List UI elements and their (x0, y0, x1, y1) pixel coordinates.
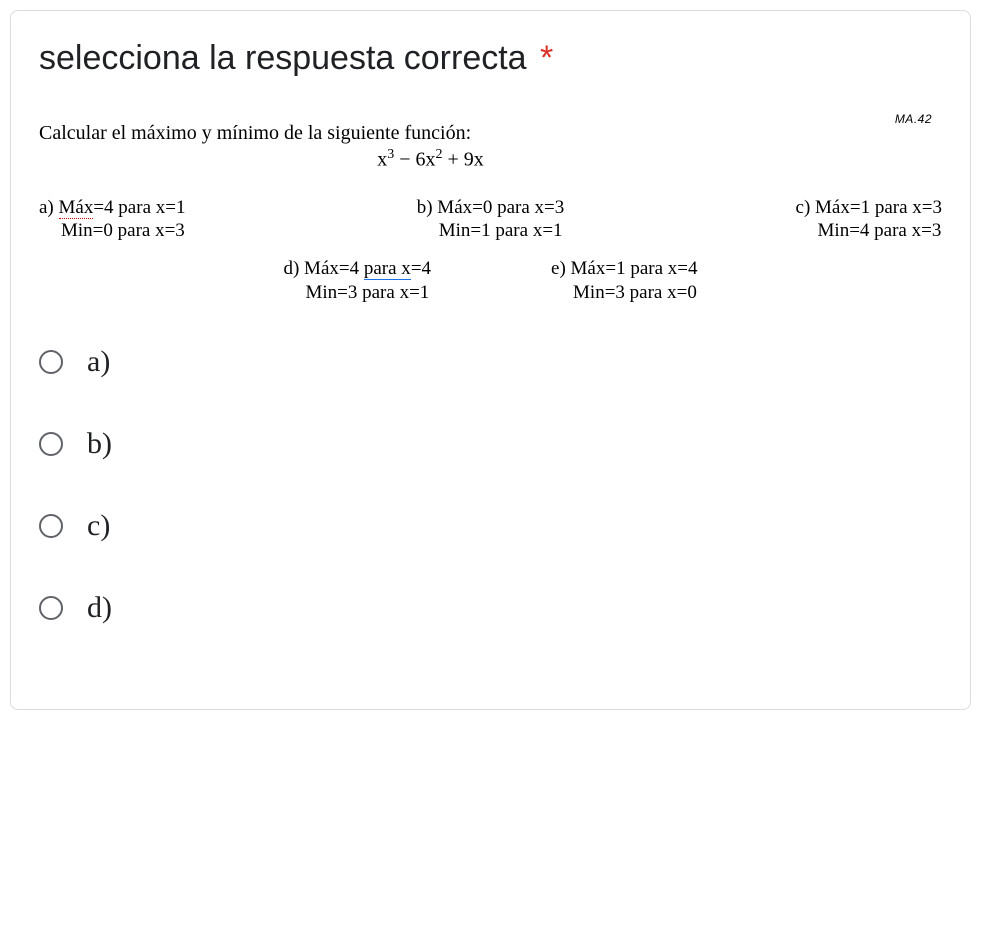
image-option-c: c) Máx=1 para x=3 Min=4 para x=3 (796, 196, 942, 244)
image-option-c-line1: c) Máx=1 para x=3 (796, 197, 942, 218)
problem-statement: Calcular el máximo y mínimo de la siguie… (39, 122, 942, 145)
image-option-b-line1: b) Máx=0 para x=3 (417, 197, 565, 218)
image-option-a: a) Máx=4 para x=1 Min=0 para x=3 (39, 196, 185, 244)
image-option-a-line2: Min=0 para x=3 (39, 219, 185, 243)
image-option-b: b) Máx=0 para x=3 Min=1 para x=1 (417, 196, 565, 244)
question-title-text: selecciona la respuesta correcta (39, 39, 527, 77)
radio-option-b[interactable]: b) (39, 427, 942, 461)
radio-group: a) b) c) d) (39, 345, 942, 625)
image-option-a-line1: a) Máx=4 para x=1 (39, 197, 185, 219)
radio-circle-icon (39, 514, 63, 538)
radio-option-c[interactable]: c) (39, 509, 942, 543)
radio-label-b: b) (87, 427, 112, 461)
radio-option-d[interactable]: d) (39, 591, 942, 625)
radio-label-d: d) (87, 591, 112, 625)
question-card: selecciona la respuesta correcta * MA.42… (10, 10, 971, 710)
watermark-text: MA.42 (895, 112, 932, 126)
radio-circle-icon (39, 350, 63, 374)
radio-option-a[interactable]: a) (39, 345, 942, 379)
required-asterisk: * (540, 39, 553, 77)
image-option-b-line2: Min=1 para x=1 (417, 219, 565, 243)
image-options-row-1: a) Máx=4 para x=1 Min=0 para x=3 b) Máx=… (39, 196, 942, 244)
image-option-d-line2: Min=3 para x=1 (283, 281, 431, 305)
radio-label-a: a) (87, 345, 110, 379)
image-option-d: d) Máx=4 para x=4 Min=3 para x=1 (283, 257, 431, 305)
image-option-c-line2: Min=4 para x=3 (796, 219, 942, 243)
question-title: selecciona la respuesta correcta * (39, 39, 942, 78)
image-options-row-2: d) Máx=4 para x=4 Min=3 para x=1 e) Máx=… (39, 257, 942, 305)
image-option-e: e) Máx=1 para x=4 Min=3 para x=0 (551, 257, 697, 305)
image-option-d-line1: d) Máx=4 para x=4 (283, 258, 431, 280)
problem-formula: x3 − 6x2 + 9x (0, 147, 942, 172)
image-option-e-line1: e) Máx=1 para x=4 (551, 258, 697, 279)
radio-circle-icon (39, 596, 63, 620)
problem-image-region: MA.42 Calcular el máximo y mínimo de la … (39, 122, 942, 305)
image-option-e-line2: Min=3 para x=0 (551, 281, 697, 305)
radio-label-c: c) (87, 509, 110, 543)
radio-circle-icon (39, 432, 63, 456)
